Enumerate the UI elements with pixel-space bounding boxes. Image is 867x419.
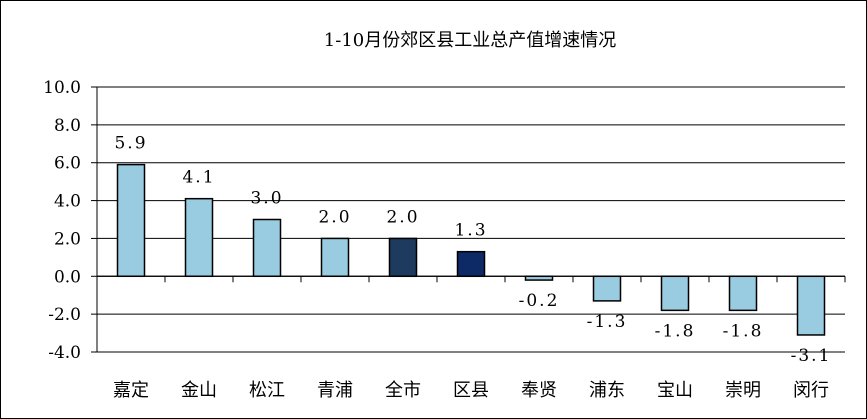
- x-category-label: 区县: [453, 380, 489, 401]
- data-label: 2.0: [386, 207, 419, 227]
- x-category-label: 全市: [385, 380, 421, 401]
- x-category-label: 闵行: [793, 380, 829, 401]
- bar-崇明: [728, 275, 758, 312]
- bar-闵行: [796, 275, 826, 336]
- x-category-label: 松江: [249, 380, 285, 401]
- chart-title: 1-10月份郊区县工业总产值增速情况: [324, 30, 616, 51]
- data-label: -3.1: [791, 346, 832, 366]
- y-axis-ticks: 10.0 8.0 6.0 4.0 2.0 0.0 -2.0 -4.0: [43, 78, 97, 363]
- y-tick-label: -4.0: [48, 343, 81, 363]
- data-labels: 5.9 4.1 3.0 2.0 2.0 1.3 -0.2 -1.3 -1.8 -1.8 -3.1: [114, 134, 832, 366]
- data-label: -1.8: [723, 321, 764, 341]
- x-axis-categories: 嘉定 金山 松江 青浦 全市 区县 奉贤 浦东 宝山 崇明 闵行: [113, 380, 829, 401]
- x-category-label: 金山: [181, 380, 217, 401]
- bar-全市: [388, 237, 418, 278]
- axes: [96, 87, 846, 352]
- bars: [116, 163, 826, 336]
- y-tick-label: 6.0: [54, 154, 81, 174]
- y-tick-label: -2.0: [48, 305, 81, 325]
- y-tick-label: 8.0: [54, 116, 81, 136]
- bar-松江: [252, 218, 282, 278]
- data-label: 1.3: [454, 221, 487, 241]
- bar-嘉定: [116, 163, 146, 278]
- x-category-label: 崇明: [725, 380, 761, 401]
- data-label: 5.9: [114, 134, 147, 154]
- data-label: 2.0: [318, 207, 351, 227]
- data-label: 4.1: [182, 168, 215, 188]
- data-label: 3.0: [250, 189, 283, 209]
- x-category-label: 青浦: [317, 380, 353, 401]
- data-label: -1.8: [655, 321, 696, 341]
- bar-金山: [184, 197, 214, 278]
- x-category-label: 奉贤: [521, 380, 557, 401]
- y-tick-label: 10.0: [43, 78, 81, 98]
- bar-区县: [456, 250, 486, 278]
- data-label: -1.3: [587, 312, 628, 332]
- x-category-label: 嘉定: [113, 380, 149, 401]
- y-tick-label: 0.0: [54, 267, 81, 287]
- y-tick-label: 2.0: [54, 229, 81, 249]
- x-category-label: 浦东: [589, 380, 625, 401]
- data-label: -0.2: [519, 291, 560, 311]
- x-category-label: 宝山: [657, 380, 693, 401]
- bar-宝山: [660, 275, 690, 312]
- y-tick-label: 4.0: [54, 192, 81, 212]
- bar-浦东: [592, 275, 622, 302]
- bar-青浦: [320, 237, 350, 278]
